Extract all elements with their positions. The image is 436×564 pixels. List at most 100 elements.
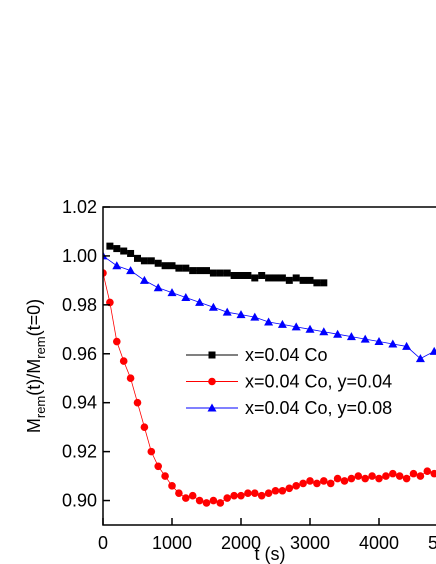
x-tick-label: 1000 xyxy=(152,533,192,553)
marker xyxy=(119,357,128,365)
marker xyxy=(305,324,315,333)
x-axis-label: t (s) xyxy=(255,544,286,564)
y-label-part: (t)/M xyxy=(24,359,44,396)
marker xyxy=(354,472,363,480)
marker xyxy=(382,472,390,480)
marker xyxy=(333,329,343,338)
marker xyxy=(264,317,274,326)
marker xyxy=(230,491,238,500)
frame xyxy=(102,206,436,526)
marker xyxy=(161,262,169,270)
marker xyxy=(291,322,301,331)
x-tick-label: 3000 xyxy=(290,533,330,553)
marker xyxy=(209,269,217,277)
marker xyxy=(299,276,307,284)
y-tick-label: 1.02 xyxy=(62,197,97,217)
marker xyxy=(237,271,245,279)
marker xyxy=(222,307,232,316)
marker xyxy=(182,264,190,272)
marker xyxy=(333,474,342,483)
marker xyxy=(285,484,294,493)
y-axis-label: Mrem(t)/Mrem(t=0) xyxy=(24,299,48,433)
marker xyxy=(277,319,287,328)
marker xyxy=(126,266,136,275)
plot-area xyxy=(103,242,436,507)
marker xyxy=(140,423,149,431)
y-tick-label: 0.92 xyxy=(62,442,97,462)
marker xyxy=(208,377,216,386)
marker xyxy=(113,245,121,253)
marker xyxy=(223,494,231,502)
marker xyxy=(134,254,141,262)
marker xyxy=(181,293,191,302)
marker xyxy=(161,472,169,480)
marker xyxy=(389,469,397,478)
y-label-part: rem xyxy=(33,396,48,418)
marker xyxy=(306,276,314,284)
y-tick-label: 0.94 xyxy=(62,393,97,413)
marker xyxy=(278,486,287,495)
marker xyxy=(153,283,163,292)
marker xyxy=(368,472,376,480)
marker xyxy=(415,354,425,363)
marker xyxy=(326,479,335,488)
marker xyxy=(244,489,252,498)
marker xyxy=(140,257,148,265)
marker xyxy=(189,267,197,275)
marker xyxy=(208,302,218,311)
marker xyxy=(278,274,286,282)
marker xyxy=(154,259,162,267)
marker xyxy=(347,474,356,483)
marker xyxy=(208,351,216,359)
marker xyxy=(285,276,293,284)
marker xyxy=(402,474,411,483)
marker xyxy=(196,267,204,275)
marker xyxy=(416,472,425,480)
marker xyxy=(251,274,259,282)
marker xyxy=(258,271,266,279)
marker xyxy=(139,275,149,284)
marker xyxy=(375,474,383,483)
marker xyxy=(216,499,225,507)
marker xyxy=(202,499,211,507)
marker xyxy=(340,477,349,485)
marker xyxy=(395,472,404,480)
marker xyxy=(429,346,436,355)
marker xyxy=(195,496,204,505)
y-tick-label: 0.98 xyxy=(62,295,97,315)
marker xyxy=(216,269,224,277)
marker xyxy=(120,247,128,255)
marker xyxy=(319,327,329,336)
marker xyxy=(244,271,252,279)
y-tick-label: 0.90 xyxy=(62,491,97,511)
marker xyxy=(346,332,356,341)
y-label-part: M xyxy=(24,418,44,433)
marker xyxy=(223,269,231,277)
marker xyxy=(195,297,205,306)
marker xyxy=(209,496,218,505)
marker xyxy=(423,467,432,475)
marker xyxy=(250,312,260,321)
marker xyxy=(409,469,418,478)
marker xyxy=(182,494,190,502)
marker xyxy=(361,474,370,483)
marker xyxy=(374,337,384,346)
marker xyxy=(113,337,121,346)
marker xyxy=(127,249,135,257)
marker xyxy=(306,477,314,485)
x-tick-label: 2000 xyxy=(221,533,261,553)
y-label-part: rem xyxy=(33,336,48,358)
marker xyxy=(430,469,436,478)
marker xyxy=(271,486,280,495)
marker xyxy=(103,251,108,260)
marker xyxy=(292,482,301,490)
marker xyxy=(188,491,197,500)
marker xyxy=(147,257,155,265)
marker xyxy=(257,491,266,500)
marker xyxy=(167,288,177,297)
marker xyxy=(112,261,122,270)
marker xyxy=(175,489,183,498)
marker xyxy=(237,491,245,500)
y-label-part: (t=0) xyxy=(24,299,44,337)
